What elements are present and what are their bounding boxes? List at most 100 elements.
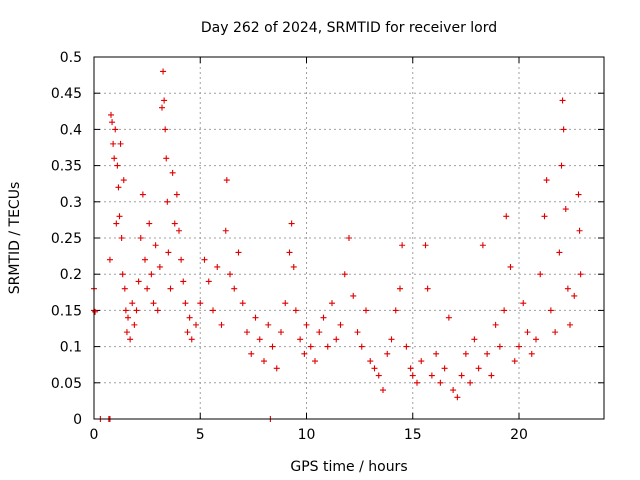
data-point bbox=[556, 249, 563, 256]
data-point bbox=[137, 235, 144, 241]
data-point bbox=[176, 227, 182, 234]
data-point bbox=[316, 329, 323, 336]
data-point bbox=[231, 285, 238, 292]
data-point bbox=[193, 321, 199, 328]
data-point bbox=[278, 329, 284, 336]
data-point bbox=[142, 256, 148, 263]
data-point bbox=[117, 140, 124, 147]
data-point bbox=[462, 350, 469, 357]
x-tick-label: 20 bbox=[510, 427, 528, 443]
data-point bbox=[492, 321, 499, 328]
data-point bbox=[528, 350, 535, 357]
data-point bbox=[110, 140, 117, 147]
data-point bbox=[205, 278, 212, 285]
data-point bbox=[109, 119, 116, 126]
data-point bbox=[150, 300, 157, 307]
data-point bbox=[496, 343, 503, 350]
data-point bbox=[450, 387, 457, 394]
data-point bbox=[571, 292, 578, 299]
data-point bbox=[537, 271, 544, 278]
data-point bbox=[218, 321, 225, 328]
axis-ticks: 0 5 10 15 20 0 0.05 0.1 0.15 0.2 0.25 0.3 0.35 0.4 0.4… bbox=[51, 50, 604, 443]
data-point bbox=[307, 343, 314, 350]
data-point bbox=[261, 358, 267, 365]
data-point bbox=[184, 329, 191, 336]
data-point bbox=[516, 343, 522, 350]
data-point bbox=[547, 307, 554, 314]
y-tick-label: 0.35 bbox=[51, 159, 82, 175]
data-point bbox=[479, 242, 486, 249]
data-point bbox=[115, 184, 122, 191]
data-point bbox=[507, 263, 514, 270]
data-point bbox=[282, 300, 289, 307]
data-point bbox=[106, 256, 113, 263]
data-point bbox=[488, 372, 495, 379]
data-point bbox=[346, 235, 352, 241]
data-point bbox=[286, 249, 293, 256]
data-point bbox=[380, 387, 386, 394]
data-point bbox=[125, 314, 131, 321]
data-point bbox=[397, 285, 403, 292]
data-point bbox=[167, 285, 174, 292]
data-point bbox=[407, 365, 414, 372]
data-point bbox=[173, 191, 180, 198]
data-point bbox=[163, 155, 170, 162]
data-point bbox=[559, 97, 566, 104]
data-point bbox=[288, 220, 295, 227]
data-point bbox=[354, 329, 361, 336]
data-point bbox=[265, 321, 272, 328]
data-point bbox=[312, 358, 318, 365]
data-point bbox=[350, 292, 357, 299]
data-point bbox=[428, 372, 435, 379]
data-point bbox=[123, 329, 130, 336]
data-point bbox=[248, 350, 255, 357]
data-point bbox=[239, 300, 246, 307]
data-point bbox=[422, 242, 429, 249]
data-point bbox=[160, 68, 167, 75]
data-point bbox=[113, 220, 120, 227]
data-point bbox=[358, 343, 365, 350]
data-point bbox=[269, 343, 276, 350]
y-tick-label: 0.4 bbox=[60, 122, 82, 138]
data-point bbox=[414, 379, 420, 386]
data-point bbox=[108, 111, 114, 118]
data-point bbox=[165, 249, 172, 256]
data-point bbox=[156, 263, 163, 270]
data-point bbox=[139, 191, 146, 198]
data-point bbox=[576, 227, 583, 234]
data-point bbox=[543, 177, 550, 184]
y-tick-label: 0 bbox=[73, 412, 82, 428]
data-point bbox=[131, 321, 138, 328]
data-points bbox=[91, 68, 584, 422]
data-point bbox=[471, 336, 478, 343]
data-point bbox=[303, 321, 310, 328]
y-tick-label: 0.1 bbox=[60, 340, 82, 356]
data-point bbox=[210, 307, 216, 314]
data-point bbox=[114, 162, 121, 169]
data-point bbox=[244, 329, 250, 336]
data-point bbox=[222, 227, 229, 234]
data-point bbox=[363, 307, 369, 314]
data-point bbox=[533, 336, 539, 343]
plot-frame bbox=[93, 56, 605, 420]
y-tick-label: 0.45 bbox=[51, 86, 82, 102]
y-axis-label: SRMTID / TECUs bbox=[7, 182, 23, 295]
x-tick-label: 15 bbox=[404, 427, 422, 443]
data-point bbox=[178, 256, 185, 263]
data-point bbox=[367, 358, 374, 365]
data-point bbox=[467, 379, 474, 386]
data-point bbox=[121, 285, 128, 292]
data-point bbox=[329, 300, 335, 307]
data-point bbox=[92, 308, 99, 315]
data-point bbox=[399, 242, 406, 249]
data-point bbox=[256, 336, 263, 343]
data-point bbox=[437, 379, 444, 386]
data-point bbox=[186, 314, 193, 321]
data-point bbox=[119, 271, 126, 278]
data-point bbox=[116, 213, 123, 220]
data-point bbox=[371, 365, 378, 372]
data-point bbox=[169, 169, 176, 176]
data-point bbox=[161, 97, 168, 104]
data-point bbox=[197, 300, 204, 307]
